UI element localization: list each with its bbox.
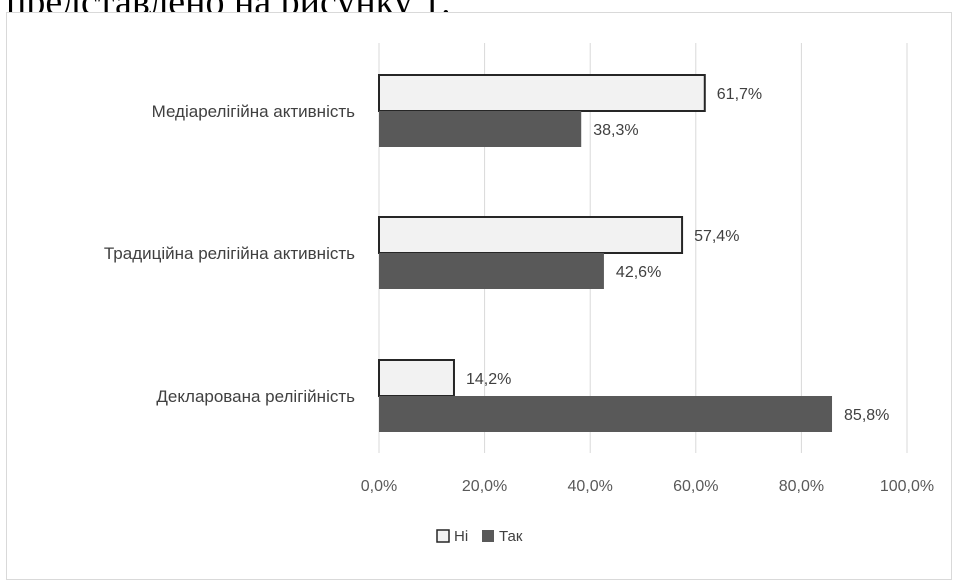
category-label: Медіарелігійна активність bbox=[152, 102, 356, 121]
bar-chart: 0,0% 20,0% 40,0% 60,0% 80,0% 100,0% Медіареліг… bbox=[104, 43, 934, 545]
x-tick-label: 40,0% bbox=[568, 478, 613, 495]
x-tick-label: 0,0% bbox=[361, 478, 397, 495]
bar-ni bbox=[378, 359, 455, 397]
legend: Ні Так bbox=[436, 528, 523, 545]
bar-ni bbox=[378, 216, 684, 254]
legend-swatch bbox=[482, 530, 494, 542]
data-label: 42,6% bbox=[616, 264, 661, 281]
bars bbox=[378, 74, 833, 432]
x-tick-label: 80,0% bbox=[779, 478, 824, 495]
data-label: 38,3% bbox=[593, 122, 638, 139]
x-tick-label: 60,0% bbox=[673, 478, 718, 495]
chart-frame: 0,0% 20,0% 40,0% 60,0% 80,0% 100,0% Медіареліг… bbox=[6, 12, 952, 580]
category-label: Декларована релігійність bbox=[156, 387, 355, 406]
bar-tak bbox=[379, 253, 604, 289]
data-label: 85,8% bbox=[844, 407, 889, 424]
x-tick-label: 20,0% bbox=[462, 478, 507, 495]
bar-tak bbox=[379, 396, 833, 432]
bar-ni bbox=[378, 74, 706, 112]
data-label: 14,2% bbox=[466, 371, 511, 388]
legend-label: Ні bbox=[454, 528, 468, 545]
x-tick-label: 100,0% bbox=[880, 478, 934, 495]
data-label: 57,4% bbox=[694, 228, 739, 245]
labels: 0,0% 20,0% 40,0% 60,0% 80,0% 100,0% Медіареліг… bbox=[104, 86, 934, 495]
legend-swatch bbox=[436, 529, 450, 543]
data-label: 61,7% bbox=[717, 86, 762, 103]
legend-label: Так bbox=[499, 528, 523, 545]
bar-tak bbox=[379, 111, 582, 147]
category-label: Традиційна релігійна активність bbox=[104, 244, 355, 263]
